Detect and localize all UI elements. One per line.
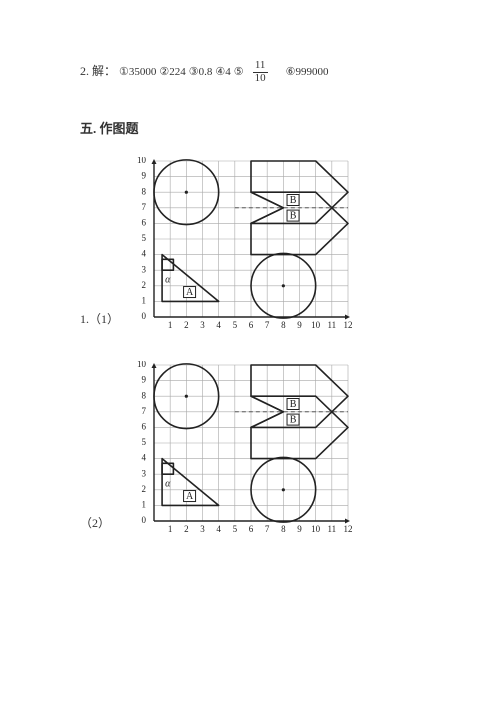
svg-text:3: 3 [200, 320, 205, 330]
svg-text:7: 7 [142, 406, 147, 416]
svg-text:11: 11 [327, 320, 336, 330]
svg-text:α: α [165, 478, 171, 489]
svg-text:α: α [165, 274, 171, 285]
svg-text:0: 0 [142, 311, 147, 321]
svg-text:6: 6 [142, 422, 147, 432]
svg-text:2: 2 [142, 280, 147, 290]
answer-item-4: ④4 [215, 66, 230, 78]
row-label-1: 1.（1） [80, 310, 132, 333]
svg-text:12: 12 [344, 524, 353, 534]
svg-text:12: 12 [344, 320, 353, 330]
plot-1: 012345678910123456789101112AαBB [132, 157, 352, 333]
svg-text:10: 10 [311, 320, 321, 330]
answer-item-6: ⑥999000 [286, 66, 329, 78]
svg-text:5: 5 [142, 437, 147, 447]
svg-text:B: B [290, 414, 297, 425]
svg-text:6: 6 [249, 320, 254, 330]
svg-text:6: 6 [249, 524, 254, 534]
svg-text:4: 4 [142, 453, 147, 463]
svg-text:B: B [290, 210, 297, 221]
svg-text:6: 6 [142, 218, 147, 228]
svg-text:9: 9 [297, 524, 302, 534]
answer-item-2: ②224 [159, 66, 185, 78]
answer-prefix: 2. 解： [80, 64, 116, 78]
svg-text:10: 10 [311, 524, 321, 534]
figure-row-2: （2） 012345678910123456789101112AαBB [80, 361, 440, 537]
svg-text:2: 2 [142, 484, 147, 494]
svg-text:1: 1 [168, 524, 173, 534]
figure-row-1: 1.（1） 012345678910123456789101112AαBB [80, 157, 440, 333]
svg-text:5: 5 [142, 233, 147, 243]
svg-text:2: 2 [184, 320, 189, 330]
answer-fraction: 11 10 [253, 60, 268, 84]
svg-text:9: 9 [142, 171, 147, 181]
svg-text:8: 8 [281, 320, 286, 330]
answer-item-5: ⑤ [234, 66, 244, 78]
svg-text:3: 3 [142, 468, 147, 478]
svg-text:8: 8 [142, 390, 147, 400]
svg-text:B: B [290, 195, 297, 206]
svg-text:5: 5 [233, 320, 238, 330]
svg-text:A: A [186, 491, 194, 502]
svg-text:5: 5 [233, 524, 238, 534]
svg-text:1: 1 [142, 500, 147, 510]
svg-text:7: 7 [265, 524, 270, 534]
svg-text:7: 7 [142, 202, 147, 212]
section-title: 五. 作图题 [80, 118, 440, 137]
fraction-denominator: 10 [253, 73, 268, 85]
svg-text:4: 4 [142, 249, 147, 259]
svg-text:10: 10 [137, 157, 147, 165]
fraction-numerator: 11 [253, 60, 268, 73]
answer-item-1: ①35000 [119, 66, 156, 78]
svg-text:9: 9 [297, 320, 302, 330]
svg-text:4: 4 [216, 320, 221, 330]
svg-text:3: 3 [142, 264, 147, 274]
svg-text:2: 2 [184, 524, 189, 534]
svg-text:0: 0 [142, 515, 147, 525]
svg-text:10: 10 [137, 361, 147, 369]
answer-line: 2. 解： ①35000 ②224 ③0.8 ④4 ⑤ 11 10 ⑥99900… [80, 60, 440, 84]
svg-text:11: 11 [327, 524, 336, 534]
svg-text:8: 8 [281, 524, 286, 534]
answer-item-3: ③0.8 [189, 66, 213, 78]
svg-text:8: 8 [142, 186, 147, 196]
svg-text:9: 9 [142, 375, 147, 385]
svg-text:A: A [186, 287, 194, 298]
plot-2: 012345678910123456789101112AαBB [132, 361, 352, 537]
svg-text:4: 4 [216, 524, 221, 534]
row-label-2: （2） [80, 514, 132, 537]
svg-text:3: 3 [200, 524, 205, 534]
svg-text:1: 1 [142, 296, 147, 306]
svg-text:7: 7 [265, 320, 270, 330]
svg-text:1: 1 [168, 320, 173, 330]
svg-text:B: B [290, 399, 297, 410]
